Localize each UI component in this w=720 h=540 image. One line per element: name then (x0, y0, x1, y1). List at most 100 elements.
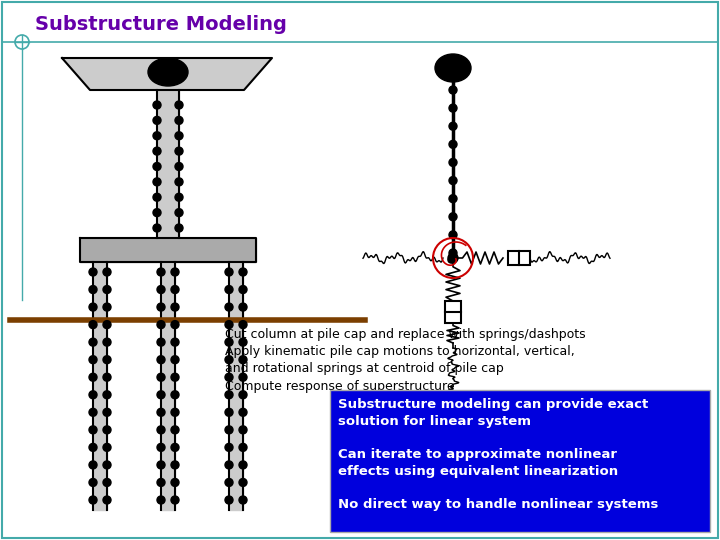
Circle shape (449, 158, 457, 166)
Circle shape (225, 443, 233, 451)
Circle shape (153, 117, 161, 124)
Circle shape (171, 286, 179, 294)
Text: Compute response of superstructure: Compute response of superstructure (225, 380, 454, 393)
Circle shape (175, 101, 183, 109)
Polygon shape (157, 90, 179, 238)
Text: Substructure Modeling: Substructure Modeling (35, 16, 287, 35)
Circle shape (225, 391, 233, 399)
Circle shape (171, 356, 179, 364)
Circle shape (239, 303, 247, 311)
Circle shape (153, 101, 161, 109)
Circle shape (449, 194, 457, 202)
Circle shape (157, 443, 165, 451)
Circle shape (89, 338, 97, 346)
Circle shape (103, 303, 111, 311)
Circle shape (89, 408, 97, 416)
Circle shape (448, 253, 458, 263)
Circle shape (157, 391, 165, 399)
Text: and rotational springs at centroid of pile cap: and rotational springs at centroid of pi… (225, 362, 504, 375)
Text: No direct way to handle nonlinear systems: No direct way to handle nonlinear system… (338, 498, 658, 511)
Circle shape (175, 117, 183, 124)
Circle shape (171, 303, 179, 311)
Circle shape (448, 257, 454, 263)
Circle shape (175, 224, 183, 232)
Circle shape (157, 338, 165, 346)
Circle shape (157, 268, 165, 276)
Circle shape (157, 321, 165, 329)
Text: Cut column at pile cap and replace with springs/dashpots: Cut column at pile cap and replace with … (225, 328, 585, 341)
Circle shape (157, 373, 165, 381)
Ellipse shape (435, 54, 471, 82)
Circle shape (225, 356, 233, 364)
Circle shape (103, 338, 111, 346)
Circle shape (157, 478, 165, 487)
Circle shape (103, 268, 111, 276)
Circle shape (175, 178, 183, 186)
Text: Can iterate to approximate nonlinear
effects using equivalent linearization: Can iterate to approximate nonlinear eff… (338, 448, 618, 478)
Circle shape (449, 86, 457, 94)
Circle shape (225, 496, 233, 504)
Circle shape (225, 373, 233, 381)
Polygon shape (229, 262, 243, 510)
Circle shape (103, 286, 111, 294)
Bar (330, 390, 710, 532)
Circle shape (175, 147, 183, 155)
Circle shape (171, 426, 179, 434)
Circle shape (225, 338, 233, 346)
Circle shape (153, 163, 161, 171)
Circle shape (157, 408, 165, 416)
Circle shape (239, 478, 247, 487)
Circle shape (103, 391, 111, 399)
Circle shape (239, 268, 247, 276)
Circle shape (239, 408, 247, 416)
Circle shape (153, 224, 161, 232)
Circle shape (171, 321, 179, 329)
Circle shape (171, 408, 179, 416)
Circle shape (89, 321, 97, 329)
Circle shape (171, 461, 179, 469)
Circle shape (157, 286, 165, 294)
Circle shape (89, 478, 97, 487)
Circle shape (449, 140, 457, 148)
Circle shape (225, 321, 233, 329)
Circle shape (103, 356, 111, 364)
Circle shape (175, 208, 183, 217)
Circle shape (171, 496, 179, 504)
Circle shape (239, 321, 247, 329)
Circle shape (103, 496, 111, 504)
Ellipse shape (148, 58, 188, 86)
Circle shape (225, 426, 233, 434)
Bar (445, 301, 461, 323)
Bar (508, 251, 530, 265)
Circle shape (225, 268, 233, 276)
Circle shape (171, 478, 179, 487)
Circle shape (175, 193, 183, 201)
Circle shape (239, 373, 247, 381)
Circle shape (89, 496, 97, 504)
Polygon shape (93, 262, 107, 510)
Circle shape (171, 268, 179, 276)
Circle shape (171, 391, 179, 399)
Circle shape (89, 268, 97, 276)
Circle shape (153, 178, 161, 186)
Circle shape (239, 338, 247, 346)
Circle shape (157, 496, 165, 504)
Circle shape (225, 286, 233, 294)
Circle shape (449, 177, 457, 185)
Text: Apply kinematic pile cap motions to horizontal, vertical,: Apply kinematic pile cap motions to hori… (225, 345, 575, 358)
Circle shape (171, 443, 179, 451)
Circle shape (153, 132, 161, 140)
Circle shape (239, 496, 247, 504)
Circle shape (449, 213, 457, 221)
Text: Substructure modeling can provide exact
solution for linear system: Substructure modeling can provide exact … (338, 398, 648, 428)
Circle shape (103, 408, 111, 416)
Circle shape (103, 478, 111, 487)
Circle shape (89, 286, 97, 294)
Circle shape (225, 461, 233, 469)
Circle shape (171, 338, 179, 346)
Circle shape (175, 163, 183, 171)
Circle shape (171, 373, 179, 381)
Circle shape (103, 426, 111, 434)
Circle shape (153, 147, 161, 155)
Circle shape (175, 132, 183, 140)
